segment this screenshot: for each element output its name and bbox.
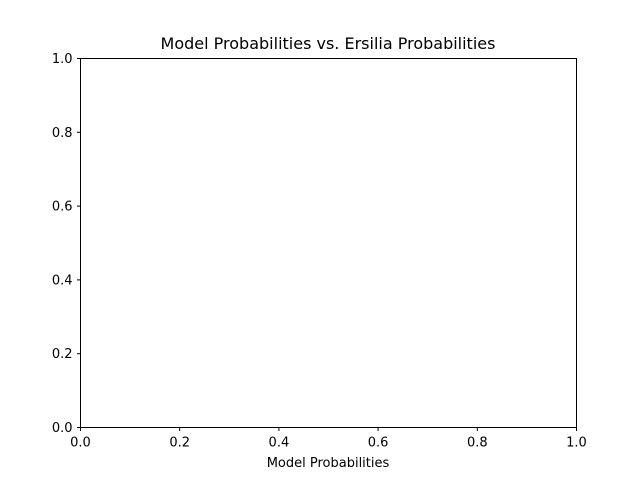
x-axis-label: Model Probabilities	[267, 456, 390, 471]
y-tick-label: 0.4	[52, 273, 73, 288]
x-tick-label: 0.2	[169, 436, 190, 451]
x-tick-label: 0.8	[467, 436, 488, 451]
x-tick-label: 0.0	[70, 436, 91, 451]
chart-title: Model Probabilities vs. Ersilia Probabil…	[161, 34, 496, 53]
x-tick-label: 0.6	[368, 436, 389, 451]
y-axis: 0.0 0.2 0.4 0.6 0.8 1.0	[52, 52, 81, 436]
y-tick-label: 0.2	[52, 347, 73, 362]
plot-area	[80, 58, 577, 428]
axes-frame	[80, 58, 577, 428]
y-tick-label: 0.8	[52, 126, 73, 141]
x-axis: 0.0 0.2 0.4 0.6 0.8 1.0	[70, 427, 587, 451]
y-tick-label: 0.0	[52, 421, 73, 436]
x-tick-label: 0.4	[269, 436, 290, 451]
y-tick-label: 1.0	[52, 52, 73, 67]
x-tick-label: 1.0	[566, 436, 587, 451]
y-tick-label: 0.6	[52, 200, 73, 215]
